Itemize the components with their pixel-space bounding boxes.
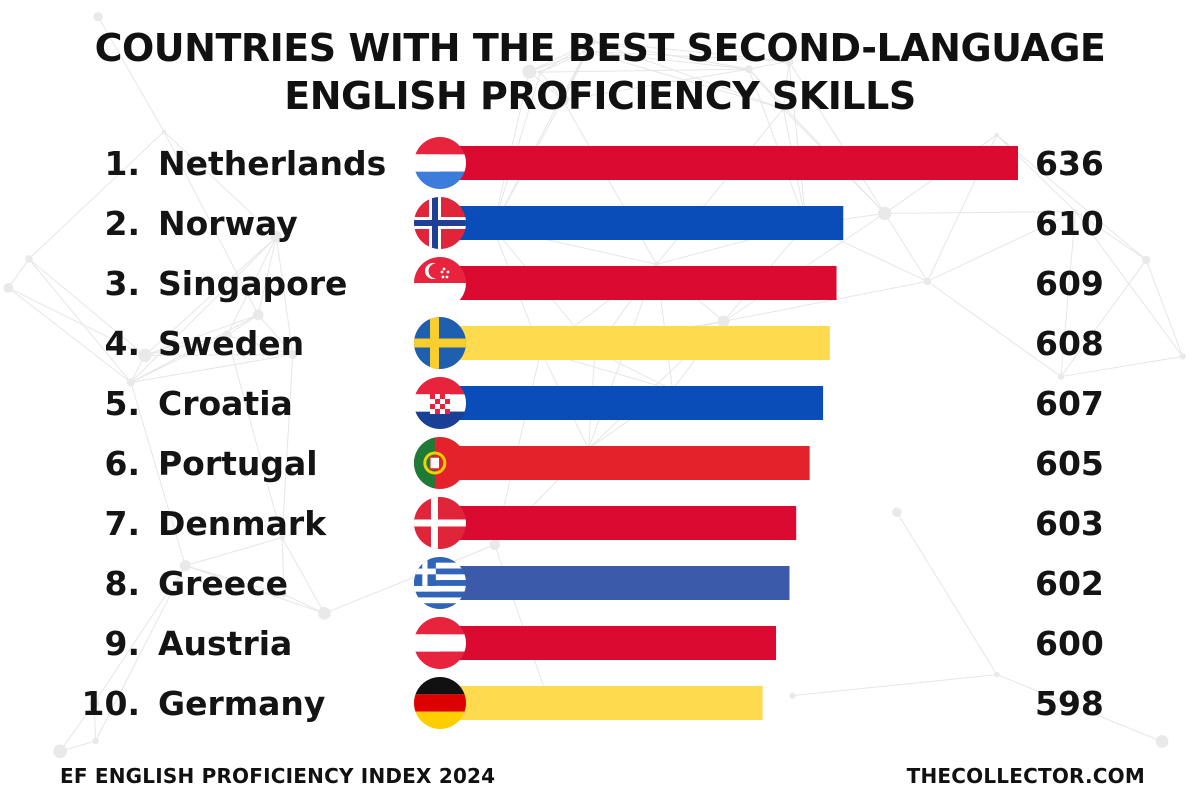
bar-row: 3. Singapore 609 [105, 257, 1104, 309]
country-label: Croatia [158, 384, 293, 423]
value-label: 610 [1035, 204, 1104, 243]
country-label: Denmark [158, 504, 327, 543]
value-label: 600 [1035, 624, 1104, 663]
rank-label: 6. [105, 444, 141, 483]
bar [440, 206, 844, 240]
value-label: 602 [1035, 564, 1104, 603]
country-label: Singapore [158, 264, 347, 303]
value-label: 636 [1035, 144, 1104, 183]
site-label: THECOLLECTOR.COM [906, 764, 1145, 788]
bar-row: 7. Denmark 603 [105, 497, 1104, 549]
bar-row: 9. Austria 600 [105, 617, 1104, 669]
croatia-flag-icon [414, 377, 466, 429]
rank-label: 5. [105, 384, 141, 423]
source-label: EF ENGLISH PROFICIENCY INDEX 2024 [60, 764, 496, 788]
bar [440, 266, 837, 300]
bar-row: 10. Germany 598 [82, 677, 1104, 729]
austria-flag-icon [414, 617, 466, 669]
bar [440, 326, 830, 360]
bar-row: 4. Sweden 608 [105, 317, 1104, 369]
chart-title: COUNTRIES WITH THE BEST SECOND-LANGUAGE … [0, 24, 1200, 120]
rank-label: 8. [105, 564, 141, 603]
bar [440, 626, 777, 660]
singapore-flag-icon [414, 257, 466, 309]
sweden-flag-icon [414, 317, 466, 369]
bar [440, 386, 824, 420]
greece-flag-icon [414, 557, 466, 609]
norway-flag-icon [414, 197, 466, 249]
value-label: 598 [1035, 684, 1104, 723]
bar-row: 8. Greece 602 [105, 557, 1104, 609]
country-label: Portugal [158, 444, 318, 483]
country-label: Germany [158, 684, 325, 723]
rank-label: 1. [105, 144, 141, 183]
rank-label: 3. [105, 264, 141, 303]
germany-flag-icon [414, 677, 466, 729]
rank-label: 10. [82, 684, 140, 723]
country-label: Greece [158, 564, 288, 603]
bar [440, 686, 763, 720]
bar-row: 6. Portugal 605 [105, 437, 1104, 489]
bar-row: 1. Netherlands 636 [105, 137, 1104, 189]
country-label: Sweden [158, 324, 304, 363]
country-label: Netherlands [158, 144, 386, 183]
rank-label: 2. [105, 204, 141, 243]
country-label: Norway [158, 204, 298, 243]
bar-row: 5. Croatia 607 [105, 377, 1104, 429]
title-line-1: COUNTRIES WITH THE BEST SECOND-LANGUAGE [94, 26, 1106, 70]
bar [440, 446, 810, 480]
value-label: 608 [1035, 324, 1104, 363]
network-lines [7, 16, 1184, 752]
value-label: 609 [1035, 264, 1104, 303]
bar-row: 2. Norway 610 [105, 197, 1104, 249]
rank-label: 4. [105, 324, 141, 363]
value-label: 605 [1035, 444, 1104, 483]
bar [440, 506, 797, 540]
value-label: 603 [1035, 504, 1104, 543]
bar [440, 146, 1018, 180]
rank-label: 7. [105, 504, 141, 543]
bar [440, 566, 790, 600]
netherlands-flag-icon [414, 137, 466, 189]
rank-label: 9. [105, 624, 141, 663]
denmark-flag-icon [414, 497, 466, 549]
title-line-2: ENGLISH PROFICIENCY SKILLS [284, 74, 916, 118]
portugal-flag-icon [414, 437, 466, 489]
country-label: Austria [158, 624, 292, 663]
value-label: 607 [1035, 384, 1104, 423]
